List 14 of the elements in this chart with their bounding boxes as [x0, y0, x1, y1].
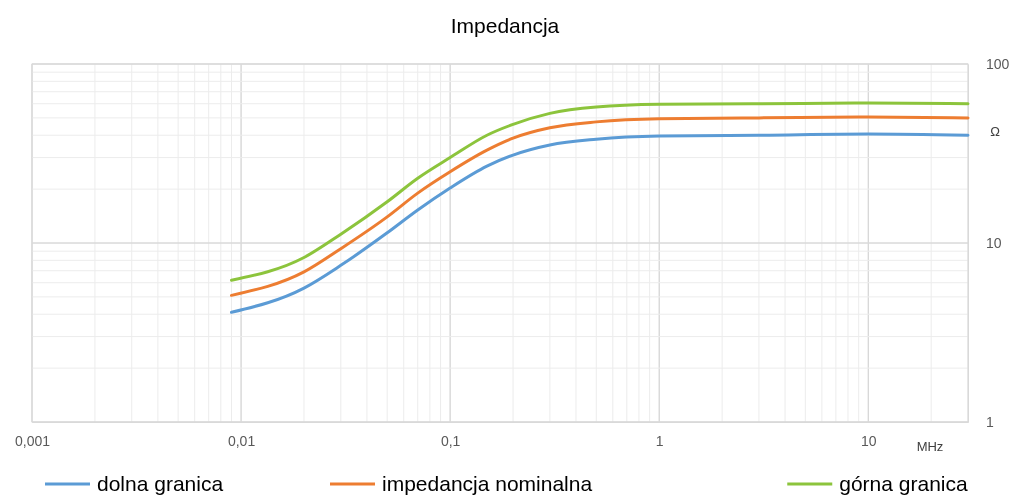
legend-label: dolna granica — [97, 472, 224, 495]
y-tick-label: 100 — [986, 55, 1010, 72]
x-axis-title: MHz — [916, 439, 944, 454]
y-axis-title: Ω — [990, 124, 1001, 139]
y-tick-label: 10 — [986, 234, 1002, 251]
x-tick-label: 1 — [655, 432, 664, 449]
legend-label: impedancja nominalna — [382, 472, 593, 495]
y-tick-label: 1 — [986, 413, 994, 430]
x-tick-label: 0,1 — [440, 432, 461, 449]
x-tick-label: 0,01 — [227, 432, 256, 449]
x-tick-label: 10 — [860, 432, 877, 449]
chart-title: Impedancja — [450, 14, 560, 37]
legend-label: górna granica — [839, 472, 968, 495]
x-tick-label: 0,001 — [14, 432, 51, 449]
